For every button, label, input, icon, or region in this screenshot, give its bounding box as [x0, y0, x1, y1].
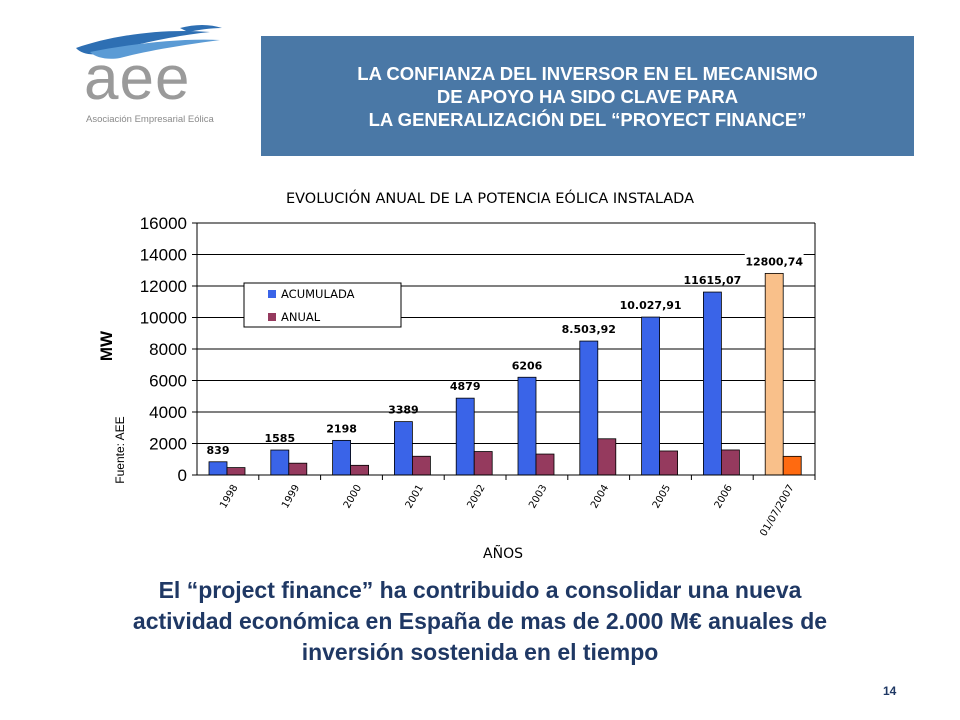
- data-label: 8.503,92: [562, 323, 616, 336]
- summary-text: El “project finance” ha contribuido a co…: [40, 575, 920, 668]
- legend-label-anual: ANUAL: [281, 310, 321, 324]
- bar-acumulada: [270, 449, 290, 476]
- bar-anual: [226, 467, 246, 476]
- bar-anual: [411, 455, 431, 476]
- x-axis-label: AÑOS: [483, 545, 523, 562]
- y-tick-label: 8000: [149, 340, 187, 359]
- y-tick-label: 14000: [140, 246, 187, 265]
- header-line-3: LA GENERALIZACIÓN DEL “PROYECT FINANCE”: [368, 108, 807, 130]
- chart-title: EVOLUCIÓN ANUAL DE LA POTENCIA EÓLICA IN…: [286, 189, 694, 207]
- summary-line-1: El “project finance” ha contribuido a co…: [158, 577, 802, 603]
- y-tick-label: 2000: [149, 435, 187, 454]
- y-tick-label: 6000: [149, 372, 187, 391]
- page-number: 14: [883, 684, 897, 698]
- bar-anual: [721, 449, 740, 476]
- data-label: 2198: [326, 422, 357, 435]
- x-tick-label: 2006: [713, 483, 735, 511]
- data-label: 3389: [388, 404, 419, 417]
- header-line-1: LA CONFIANZA DEL INVERSOR EN EL MECANISM…: [357, 62, 818, 84]
- y-tick-label: 0: [178, 466, 187, 485]
- bar-anual: [288, 462, 308, 476]
- bar-acumulada: [208, 461, 228, 476]
- x-tick-label: 01/07/2007: [758, 483, 796, 538]
- x-tick-label: 2005: [651, 483, 673, 511]
- bar-anual: [659, 450, 678, 476]
- header-line-2: DE APOYO HA SIDO CLAVE PARA: [436, 85, 739, 107]
- x-tick-label: 2000: [342, 483, 364, 511]
- x-tick-label: 2001: [404, 483, 426, 511]
- bar-acumulada: [641, 316, 660, 476]
- y-tick-label: 10000: [140, 309, 187, 328]
- x-tick-label: 1998: [218, 483, 240, 511]
- x-tick-label: 2002: [465, 483, 487, 511]
- header-banner: LA CONFIANZA DEL INVERSOR EN EL MECANISM…: [261, 36, 914, 156]
- bar-acumulada: [517, 376, 537, 476]
- bar-acumulada: [703, 291, 722, 476]
- summary-line-3: inversión sostenida en el tiempo: [301, 639, 659, 665]
- summary-line-2: actividad económica en España de mas de …: [132, 608, 828, 634]
- bar-anual: [473, 451, 493, 476]
- x-tick-label: 2003: [527, 483, 549, 511]
- data-label: 11615,07: [684, 274, 742, 287]
- legend-swatch-anual: [268, 313, 276, 321]
- source-label: Fuente: AEE: [113, 416, 127, 483]
- bar-anual: [782, 455, 802, 476]
- bar-anual: [597, 438, 617, 476]
- data-label: 1585: [264, 432, 295, 445]
- wind-power-chart: EVOLUCIÓN ANUAL DE LA POTENCIA EÓLICA IN…: [97, 189, 816, 562]
- data-label: 4879: [450, 380, 481, 393]
- bar-acumulada: [764, 272, 784, 476]
- aee-logo: aee Asociación Empresarial Eólica: [70, 22, 240, 132]
- data-label: 839: [207, 444, 230, 457]
- bar-acumulada: [332, 439, 352, 476]
- x-tick-label: 1999: [280, 483, 302, 511]
- legend: ACUMULADA ANUAL: [243, 282, 402, 328]
- logo-word: aee: [84, 44, 191, 113]
- logo-swoosh-icon: [76, 25, 222, 59]
- legend-label-acumulada: ACUMULADA: [281, 287, 355, 301]
- bar-acumulada: [579, 340, 599, 476]
- data-label: 12800,74: [745, 255, 803, 268]
- y-tick-label: 12000: [140, 277, 187, 296]
- data-label-bg: [744, 253, 804, 270]
- data-label: 10.027,91: [620, 299, 682, 312]
- data-label: 6206: [512, 359, 543, 372]
- y-tick-label: 16000: [140, 214, 187, 233]
- bar-acumulada: [455, 397, 475, 476]
- bar-anual: [350, 464, 370, 476]
- bar-anual: [535, 453, 555, 476]
- y-tick-label: 4000: [149, 403, 187, 422]
- legend-swatch-acumulada: [268, 290, 276, 298]
- x-tick-label: 2004: [589, 483, 611, 511]
- bar-acumulada: [393, 421, 413, 476]
- logo-subtitle: Asociación Empresarial Eólica: [86, 114, 214, 125]
- y-axis-label: MW: [97, 330, 116, 361]
